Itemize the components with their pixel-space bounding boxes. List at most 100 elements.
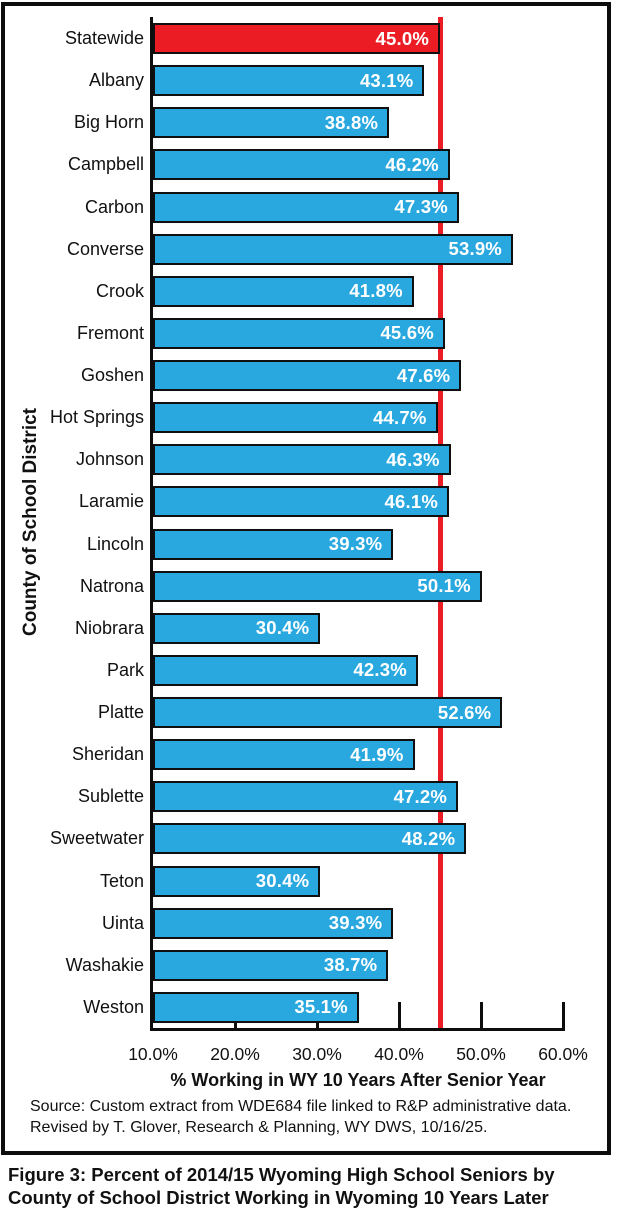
bar-value-label: 46.2% bbox=[385, 153, 439, 175]
bar: 41.9% bbox=[153, 739, 415, 771]
bar-row: Platte 52.6% bbox=[98, 691, 563, 733]
bar-row: Washakie 38.7% bbox=[66, 944, 563, 986]
bar-value-label: 44.7% bbox=[373, 406, 427, 428]
bar: 53.9% bbox=[153, 233, 513, 265]
bar-value-label: 43.1% bbox=[359, 69, 414, 91]
plot-area: Statewide 45.0% Albany 43.1% Big Horn 38.8% Ca… bbox=[50, 17, 565, 1031]
x-axis-title: % Working in WY 10 Years After Senior Ye… bbox=[170, 1070, 546, 1090]
bar-row: Converse 53.9% bbox=[67, 228, 563, 270]
source-note: Source: Custom extract from WDE684 file … bbox=[30, 1096, 571, 1138]
bar: 30.4% bbox=[153, 612, 321, 644]
bar-value-label: 50.1% bbox=[417, 575, 471, 597]
bar-value-label: 30.4% bbox=[255, 870, 310, 891]
bar: 43.1% bbox=[153, 65, 425, 97]
category-label: Laramie bbox=[78, 491, 144, 512]
bar: 46.1% bbox=[153, 486, 450, 518]
category-label: Sublette bbox=[77, 786, 144, 807]
category-label: Campbell bbox=[67, 154, 144, 175]
bar: 39.3% bbox=[153, 528, 394, 560]
bar-value-label: 52.6% bbox=[437, 701, 492, 723]
category-label: Hot Springs bbox=[49, 407, 144, 428]
category-label: Sheridan bbox=[71, 744, 144, 765]
bar-row: Johnson 46.3% bbox=[76, 438, 563, 480]
bar: 38.8% bbox=[153, 107, 390, 139]
category-label: Carbon bbox=[84, 196, 144, 217]
x-tick-label: 60.0% bbox=[538, 1044, 588, 1064]
category-label: Platte bbox=[97, 702, 144, 722]
bar: 48.2% bbox=[153, 823, 467, 855]
category-label: Uinta bbox=[101, 912, 144, 933]
bar-row: Sheridan 41.9% bbox=[72, 733, 563, 775]
category-label: Park bbox=[106, 659, 144, 680]
category-label: Sweetwater bbox=[49, 828, 144, 849]
bar-value-label: 41.8% bbox=[349, 280, 403, 302]
bar-value-label: 30.4% bbox=[255, 617, 310, 639]
x-axis-tick-mark bbox=[479, 1002, 483, 1028]
y-axis-title: County of School District bbox=[20, 408, 41, 636]
category-label: Fremont bbox=[76, 322, 144, 343]
bar-value-label: 48.2% bbox=[401, 827, 456, 849]
bar-value-label: 46.3% bbox=[386, 448, 440, 470]
bar-value-label: 39.3% bbox=[328, 912, 383, 934]
x-tick-label: 50.0% bbox=[456, 1044, 506, 1064]
category-label: Weston bbox=[83, 996, 144, 1017]
bar-row: Niobrara 30.4% bbox=[75, 607, 563, 649]
x-tick-label: 10.0% bbox=[128, 1044, 178, 1064]
bar-value-label: 38.8% bbox=[324, 111, 379, 133]
bar: 35.1% bbox=[153, 991, 359, 1023]
category-label: Natrona bbox=[79, 575, 144, 596]
bar-value-label: 39.3% bbox=[328, 533, 383, 554]
bar: 30.4% bbox=[153, 865, 321, 897]
category-label: Washakie bbox=[65, 954, 144, 975]
bar: 50.1% bbox=[153, 570, 482, 602]
bar-value-label: 47.6% bbox=[396, 364, 451, 386]
bar: 52.6% bbox=[153, 697, 503, 728]
y-axis-line bbox=[150, 17, 153, 1031]
bar-row: Crook 41.8% bbox=[96, 270, 563, 312]
source-line-2: Revised by T. Glover, Research & Plannin… bbox=[30, 1119, 488, 1136]
category-label: Big Horn bbox=[73, 112, 144, 133]
bar-row: Big Horn 38.8% bbox=[74, 101, 563, 143]
bar-row: Uinta 39.3% bbox=[102, 902, 563, 944]
category-label: Crook bbox=[95, 280, 144, 301]
bar: 42.3% bbox=[153, 654, 418, 686]
category-label: Niobrara bbox=[74, 617, 144, 638]
bar-row: Goshen 47.6% bbox=[81, 354, 563, 396]
bar: 46.3% bbox=[153, 444, 451, 476]
x-axis-tick-mark bbox=[561, 1002, 565, 1028]
bar-row: Weston 35.1% bbox=[83, 986, 563, 1028]
bar-value-label: 53.9% bbox=[448, 238, 502, 260]
category-label: Johnson bbox=[75, 449, 144, 470]
figure-caption: Figure 3: Percent of 2014/15 Wyoming Hig… bbox=[8, 1164, 555, 1208]
bars-container: Statewide 45.0% Albany 43.1% Big Horn 38.8% Ca… bbox=[50, 17, 563, 1028]
bar: 38.7% bbox=[153, 949, 389, 981]
bar-row: Fremont 45.6% bbox=[77, 312, 563, 354]
bar: 45.6% bbox=[153, 317, 445, 349]
bar-row: Albany 43.1% bbox=[89, 59, 563, 101]
category-label: Lincoln bbox=[86, 533, 144, 554]
category-label: Converse bbox=[66, 238, 144, 259]
source-line-1: Source: Custom extract from WDE684 file … bbox=[30, 1098, 572, 1115]
bar-row: Carbon 47.3% bbox=[85, 186, 563, 228]
bar: 47.2% bbox=[153, 781, 459, 813]
bar: 46.2% bbox=[153, 149, 450, 181]
bar-row: Lincoln 39.3% bbox=[87, 523, 563, 565]
bar-row: Sublette 47.2% bbox=[78, 775, 563, 817]
bar-value-label: 38.7% bbox=[323, 954, 378, 976]
bar-row: Campbell 46.2% bbox=[68, 143, 563, 185]
x-tick-label: 30.0% bbox=[292, 1044, 342, 1064]
bar: 39.3% bbox=[153, 907, 394, 939]
x-tick-label: 40.0% bbox=[374, 1044, 424, 1064]
bar-value-label: 41.9% bbox=[350, 743, 404, 765]
category-label: Goshen bbox=[80, 365, 144, 385]
bar-row: Sweetwater 48.2% bbox=[50, 817, 563, 859]
bar-value-label: 46.1% bbox=[384, 490, 439, 512]
bar: 45.0% bbox=[153, 23, 440, 54]
bar-value-label: 45.6% bbox=[380, 322, 434, 344]
bar-row: Hot Springs 44.7% bbox=[50, 396, 563, 438]
bar: 47.6% bbox=[153, 360, 462, 391]
category-label: Teton bbox=[99, 870, 144, 891]
x-axis-line bbox=[150, 1028, 565, 1031]
bar-value-label: 47.2% bbox=[393, 785, 448, 807]
bar-row: Teton 30.4% bbox=[100, 860, 563, 902]
